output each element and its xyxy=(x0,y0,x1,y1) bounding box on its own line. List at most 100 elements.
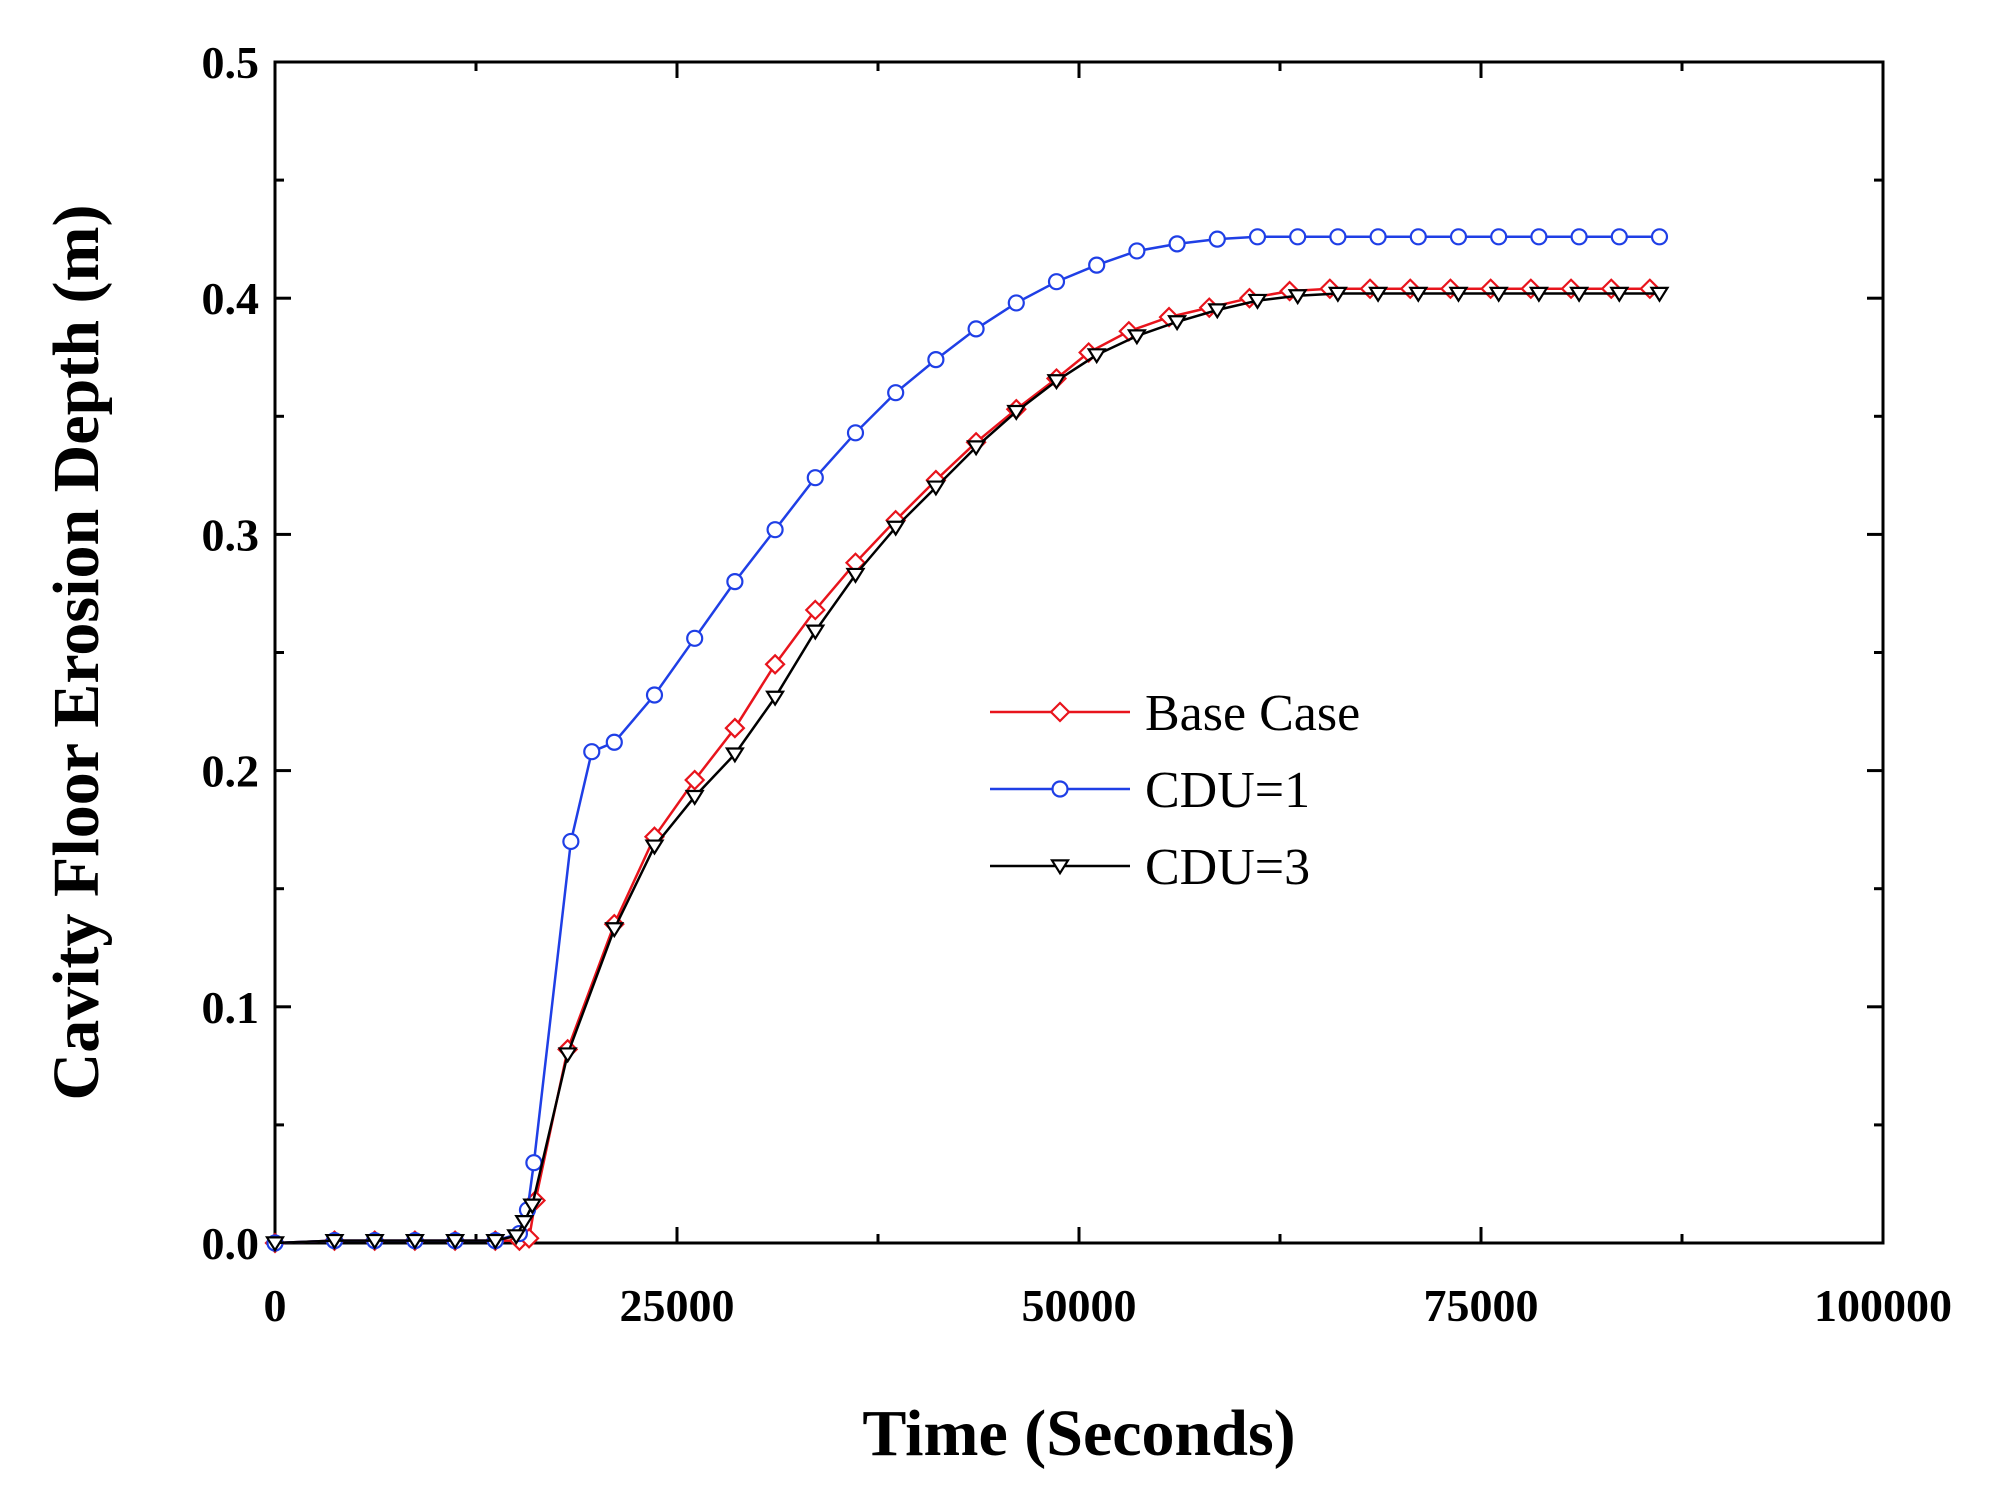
data-point xyxy=(1047,273,1066,291)
data-point xyxy=(804,599,826,621)
data-point xyxy=(1488,286,1509,303)
data-point xyxy=(522,1198,543,1215)
data-point xyxy=(644,839,665,856)
data-point xyxy=(927,351,945,369)
series-cdu-3 xyxy=(265,286,1670,1253)
data-point xyxy=(885,520,906,537)
data-point xyxy=(1168,235,1186,253)
data-point xyxy=(1046,374,1067,391)
plot-frame xyxy=(273,60,1885,1245)
data-point xyxy=(485,1233,506,1250)
data-point xyxy=(604,922,625,939)
series-line xyxy=(274,287,1650,1245)
data-point xyxy=(1247,293,1268,310)
y-tick-label: 0.0 xyxy=(202,1218,260,1269)
data-point xyxy=(686,629,704,647)
data-point xyxy=(324,1233,345,1250)
data-point xyxy=(967,320,985,338)
data-point xyxy=(845,567,866,584)
data-point xyxy=(1329,228,1347,246)
series-cdu-1 xyxy=(266,228,1669,1252)
data-point xyxy=(1528,286,1549,303)
legend-item: CDU=3 xyxy=(990,839,1310,896)
data-point xyxy=(684,769,706,791)
data-point xyxy=(966,440,987,457)
x-tick-label: 100000 xyxy=(1814,1280,1952,1331)
data-point xyxy=(506,1229,527,1246)
data-point xyxy=(583,743,601,761)
series-base-case xyxy=(264,278,1661,1254)
x-tick-label: 25000 xyxy=(620,1280,735,1331)
data-point xyxy=(1609,286,1630,303)
data-point xyxy=(1650,228,1669,246)
data-point xyxy=(1007,294,1025,312)
data-point xyxy=(1086,348,1107,365)
data-point xyxy=(846,424,865,442)
legend-item: CDU=1 xyxy=(990,762,1310,819)
data-point xyxy=(404,1233,425,1250)
data-point xyxy=(1287,289,1308,306)
data-point xyxy=(1128,242,1146,260)
data-point xyxy=(1207,303,1228,320)
x-tick-label: 75000 xyxy=(1424,1280,1539,1331)
legend-label: Base Case xyxy=(1145,685,1360,742)
data-point xyxy=(445,1233,466,1250)
data-point xyxy=(1409,228,1427,246)
y-axis-title: Cavity Floor Erosion Depth (m) xyxy=(40,205,113,1101)
data-point xyxy=(557,1047,578,1064)
data-point xyxy=(525,1154,543,1172)
y-tick-label: 0.5 xyxy=(202,37,260,88)
data-point xyxy=(1006,404,1027,421)
y-tick-label: 0.4 xyxy=(202,273,260,324)
legend-marker xyxy=(1051,780,1069,798)
series-line xyxy=(274,292,1660,1245)
data-point xyxy=(805,624,826,641)
data-point xyxy=(1569,286,1590,303)
data-point xyxy=(764,653,786,675)
data-point xyxy=(1248,228,1267,246)
data-point xyxy=(1449,228,1468,246)
data-point xyxy=(645,686,664,704)
y-tick-label: 0.3 xyxy=(202,509,260,560)
data-point xyxy=(1327,286,1348,303)
legend-marker xyxy=(1049,701,1071,723)
data-point xyxy=(1208,230,1226,248)
data-point xyxy=(684,789,705,806)
legend-item: Base Case xyxy=(990,685,1360,742)
data-point xyxy=(1368,286,1389,303)
x-tick-label: 0 xyxy=(264,1280,287,1331)
data-point xyxy=(1126,329,1147,346)
data-point xyxy=(765,690,786,707)
data-point xyxy=(1570,228,1588,246)
data-point xyxy=(1490,228,1508,246)
data-point xyxy=(265,1236,285,1253)
x-axis-title: Time (Seconds) xyxy=(862,1397,1295,1470)
data-point xyxy=(724,747,745,764)
data-point xyxy=(806,469,824,487)
data-point xyxy=(1530,228,1548,246)
data-point xyxy=(562,832,580,851)
data-point xyxy=(1369,228,1387,246)
data-point xyxy=(1408,286,1429,303)
data-point xyxy=(887,384,905,402)
data-point xyxy=(1088,256,1106,274)
data-point xyxy=(726,573,744,591)
data-point xyxy=(364,1233,385,1250)
data-point xyxy=(1610,228,1628,246)
data-point xyxy=(605,733,623,751)
y-tick-label: 0.1 xyxy=(202,982,260,1033)
data-point xyxy=(1649,286,1670,303)
legend-label: CDU=3 xyxy=(1145,839,1310,896)
data-point xyxy=(724,717,746,739)
data-point xyxy=(1167,315,1188,332)
data-point xyxy=(766,521,784,539)
legend: Base Case CDU=1 CDU=3 xyxy=(990,685,1360,896)
x-tick-label: 50000 xyxy=(1022,1280,1137,1331)
data-point xyxy=(925,480,946,497)
data-point xyxy=(1289,228,1307,246)
data-point xyxy=(1448,286,1469,303)
legend-marker xyxy=(1050,859,1070,876)
legend-label: CDU=1 xyxy=(1145,762,1310,819)
series-line xyxy=(274,235,1660,1245)
